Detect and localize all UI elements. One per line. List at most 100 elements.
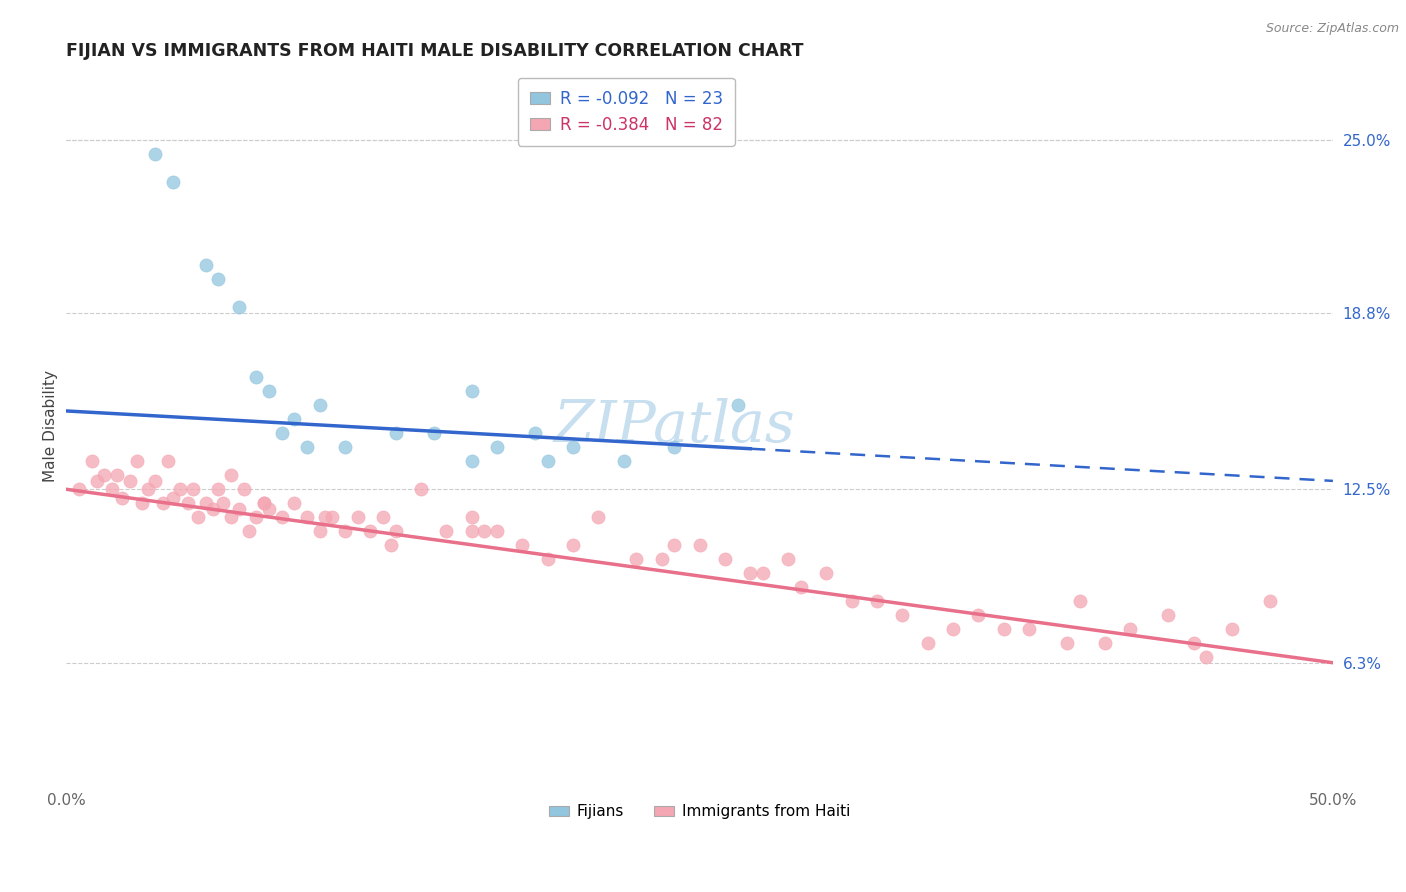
Point	[942, 622, 965, 636]
Point	[162, 175, 184, 189]
Point	[194, 496, 217, 510]
Point	[359, 524, 381, 539]
Point	[689, 538, 711, 552]
Point	[270, 426, 292, 441]
Point	[422, 426, 444, 441]
Point	[626, 552, 648, 566]
Point	[245, 370, 267, 384]
Point	[101, 483, 124, 497]
Point	[1119, 622, 1142, 636]
Point	[461, 524, 484, 539]
Point	[815, 566, 838, 581]
Point	[740, 566, 762, 581]
Point	[380, 538, 402, 552]
Text: ZIPatlas: ZIPatlas	[554, 398, 796, 455]
Point	[111, 491, 134, 505]
Point	[841, 594, 863, 608]
Point	[162, 491, 184, 505]
Point	[333, 440, 356, 454]
Point	[1056, 636, 1078, 650]
Point	[486, 524, 509, 539]
Point	[371, 510, 394, 524]
Point	[181, 483, 204, 497]
Point	[333, 524, 356, 539]
Point	[257, 501, 280, 516]
Point	[127, 454, 149, 468]
Point	[228, 501, 250, 516]
Point	[588, 510, 610, 524]
Point	[461, 454, 484, 468]
Point	[295, 510, 318, 524]
Point	[778, 552, 800, 566]
Point	[86, 474, 108, 488]
Point	[1182, 636, 1205, 650]
Point	[537, 552, 560, 566]
Text: FIJIAN VS IMMIGRANTS FROM HAITI MALE DISABILITY CORRELATION CHART: FIJIAN VS IMMIGRANTS FROM HAITI MALE DIS…	[66, 42, 804, 60]
Point	[143, 474, 166, 488]
Point	[187, 510, 209, 524]
Point	[321, 510, 343, 524]
Point	[1220, 622, 1243, 636]
Text: Source: ZipAtlas.com: Source: ZipAtlas.com	[1265, 22, 1399, 36]
Point	[156, 454, 179, 468]
Point	[212, 496, 235, 510]
Point	[169, 483, 191, 497]
Point	[562, 538, 585, 552]
Point	[461, 384, 484, 399]
Point	[537, 454, 560, 468]
Point	[93, 468, 115, 483]
Point	[245, 510, 267, 524]
Point	[346, 510, 368, 524]
Point	[136, 483, 159, 497]
Point	[613, 454, 636, 468]
Point	[524, 426, 547, 441]
Point	[562, 440, 585, 454]
Point	[314, 510, 336, 524]
Point	[308, 524, 330, 539]
Point	[118, 474, 141, 488]
Point	[207, 483, 229, 497]
Y-axis label: Male Disability: Male Disability	[44, 370, 58, 483]
Point	[384, 426, 406, 441]
Point	[752, 566, 775, 581]
Point	[253, 496, 276, 510]
Point	[409, 483, 432, 497]
Point	[283, 496, 305, 510]
Point	[1195, 650, 1218, 665]
Point	[257, 384, 280, 399]
Point	[80, 454, 103, 468]
Point	[1018, 622, 1040, 636]
Point	[207, 272, 229, 286]
Point	[202, 501, 225, 516]
Point	[152, 496, 174, 510]
Point	[993, 622, 1015, 636]
Point	[486, 440, 509, 454]
Point	[384, 524, 406, 539]
Point	[434, 524, 457, 539]
Point	[238, 524, 260, 539]
Point	[1258, 594, 1281, 608]
Point	[131, 496, 153, 510]
Point	[105, 468, 128, 483]
Point	[1157, 608, 1180, 623]
Point	[790, 580, 813, 594]
Point	[283, 412, 305, 426]
Point	[866, 594, 889, 608]
Point	[253, 496, 276, 510]
Point	[664, 538, 686, 552]
Point	[177, 496, 200, 510]
Point	[295, 440, 318, 454]
Point	[664, 440, 686, 454]
Point	[1069, 594, 1091, 608]
Point	[194, 259, 217, 273]
Point	[461, 510, 484, 524]
Point	[143, 146, 166, 161]
Point	[891, 608, 914, 623]
Point	[917, 636, 939, 650]
Point	[228, 301, 250, 315]
Point	[474, 524, 496, 539]
Point	[651, 552, 673, 566]
Point	[1094, 636, 1116, 650]
Point	[270, 510, 292, 524]
Point	[967, 608, 990, 623]
